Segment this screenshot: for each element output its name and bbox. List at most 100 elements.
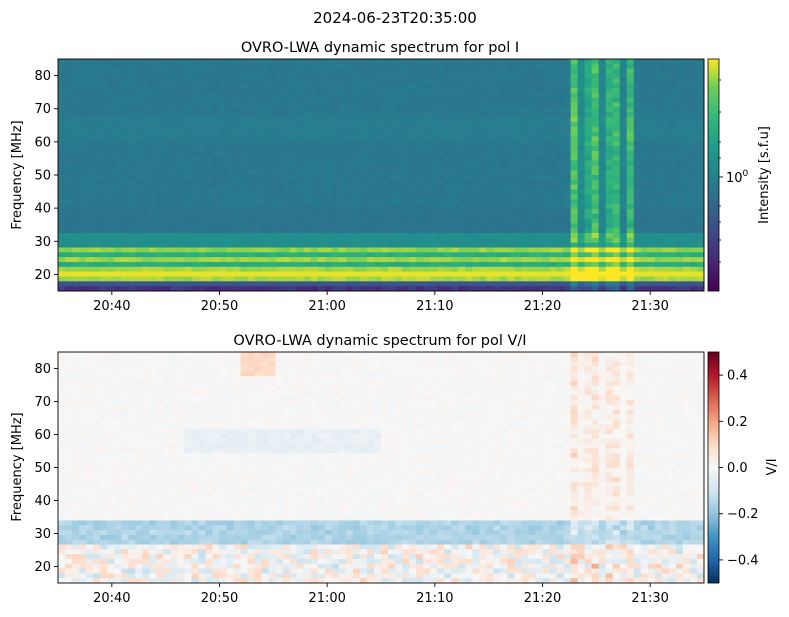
panel1-heatmap-cell — [366, 112, 375, 118]
panel1-heatmap-cell — [542, 199, 551, 205]
panel2-heatmap-cell — [254, 366, 263, 372]
panel1-heatmap-cell — [654, 63, 663, 70]
panel1-heatmap-cell — [416, 184, 424, 190]
panel1-heatmap-cell — [570, 112, 579, 118]
panel1-heatmap-cell — [682, 92, 691, 99]
panel1-heatmap-cell — [591, 218, 600, 224]
panel1-heatmap-cell — [324, 199, 333, 205]
panel1-heatmap-cell — [310, 276, 319, 282]
panel1-heatmap-cell — [114, 170, 122, 176]
panel1-heatmap-cell — [212, 88, 220, 94]
panel1-heatmap-cell — [402, 286, 410, 292]
panel1-heatmap-cell — [633, 281, 642, 287]
panel1-heatmap-cell — [668, 141, 677, 147]
panel1-heatmap-cell — [556, 281, 565, 287]
panel1-heatmap-cell — [682, 107, 691, 113]
panel1-heatmap-cell — [668, 102, 677, 108]
panel2-heatmap-cell — [58, 371, 66, 377]
panel1-heatmap-cell — [149, 237, 157, 244]
panel1-heatmap-cell — [261, 107, 270, 113]
panel1-heatmap-cell — [689, 194, 698, 200]
panel1-heatmap-cell — [58, 146, 66, 152]
panel1-heatmap-cell — [479, 184, 487, 190]
panel1-heatmap-cell — [184, 286, 192, 292]
panel1-heatmap-cell — [93, 175, 101, 181]
panel1-heatmap-cell — [275, 63, 284, 70]
panel2-heatmap-cell — [696, 352, 705, 358]
panel2-heatmap-cell — [275, 366, 284, 372]
panel2-heatmap-cell — [542, 356, 551, 363]
panel1-heatmap-cell — [549, 102, 558, 108]
panel1-heatmap-cell — [86, 88, 94, 94]
panel1-heatmap-cell — [542, 247, 551, 253]
panel1-heatmap-cell — [479, 242, 487, 248]
panel1-heatmap-cell — [135, 117, 143, 123]
panel1-heatmap-cell — [696, 252, 705, 258]
panel1-heatmap-cell — [493, 160, 501, 166]
panel2-heatmap-cell — [689, 371, 698, 377]
panel1-heatmap-cell — [149, 141, 157, 147]
panel1-heatmap-cell — [451, 63, 459, 70]
panel1-heatmap-cell — [626, 107, 635, 113]
panel1-heatmap-cell — [163, 102, 171, 108]
panel1-heatmap-cell — [675, 102, 684, 108]
panel1-heatmap-cell — [528, 247, 536, 253]
panel1-heatmap-cell — [254, 276, 263, 282]
panel1-heatmap-cell — [240, 107, 249, 113]
panel1-heatmap-cell — [647, 218, 656, 224]
panel1-heatmap-cell — [423, 262, 431, 268]
panel1-heatmap-cell — [444, 237, 452, 244]
panel1-heatmap-cell — [451, 165, 459, 171]
panel1-heatmap-cell — [612, 189, 621, 195]
panel1-heatmap-cell — [381, 146, 389, 152]
panel1-heatmap-cell — [451, 121, 459, 128]
panel1-heatmap-cell — [486, 194, 494, 200]
panel1-heatmap-cell — [79, 276, 87, 282]
panel1-heatmap-cell — [591, 83, 600, 89]
panel1-heatmap-cell — [675, 262, 684, 268]
panel2-heatmap-cell — [493, 352, 501, 358]
panel1-heatmap-cell — [507, 150, 515, 157]
panel1-heatmap-cell — [381, 179, 389, 186]
panel1-heatmap-cell — [79, 247, 87, 253]
panel1-heatmap-cell — [345, 242, 354, 248]
panel1-heatmap-cell — [247, 247, 256, 253]
panel1-heatmap-cell — [177, 150, 185, 157]
panel1-heatmap-cell — [591, 146, 600, 152]
panel2-heatmap-cell — [240, 361, 249, 367]
panel1-heatmap-cell — [451, 233, 459, 239]
panel1-heatmap-cell — [86, 194, 94, 200]
panel1-heatmap-cell — [359, 146, 368, 152]
panel1-heatmap-cell — [93, 184, 101, 190]
panel1-heatmap-cell — [591, 170, 600, 176]
panel1-heatmap-cell — [149, 92, 157, 99]
panel1-heatmap-cell — [359, 189, 368, 195]
panel1-heatmap-cell — [521, 150, 529, 157]
panel1-heatmap-cell — [93, 199, 101, 205]
panel1-heatmap-cell — [373, 107, 382, 113]
panel1-heatmap-cell — [500, 266, 508, 273]
panel1-heatmap-cell — [338, 276, 347, 282]
panel1-heatmap-cell — [479, 189, 487, 195]
panel1-heatmap-cell — [156, 155, 164, 161]
panel1-heatmap-cell — [402, 208, 410, 215]
panel1-heatmap-cell — [149, 155, 157, 161]
panel1-heatmap-cell — [395, 88, 403, 94]
panel1-heatmap-cell — [156, 189, 164, 195]
panel1-heatmap-cell — [591, 136, 600, 142]
panel1-heatmap-cell — [177, 281, 185, 287]
panel1-heatmap-cell — [409, 223, 417, 229]
panel1-heatmap-cell — [500, 204, 508, 210]
panel1-heatmap-cell — [668, 112, 677, 118]
panel2-heatmap-cell — [226, 366, 235, 372]
panel1-heatmap-cell — [535, 160, 543, 166]
panel1-heatmap-cell — [395, 247, 403, 253]
panel1-heatmap-cell — [233, 68, 242, 74]
panel1-heatmap-cell — [338, 88, 347, 94]
panel1-heatmap-cell — [296, 155, 305, 161]
panel2-heatmap-cell — [682, 356, 691, 363]
panel1-heatmap-cell — [156, 146, 164, 152]
panel1-heatmap-cell — [275, 68, 284, 74]
panel1-heatmap-cell — [465, 78, 473, 84]
panel1-heatmap-cell — [605, 204, 614, 210]
